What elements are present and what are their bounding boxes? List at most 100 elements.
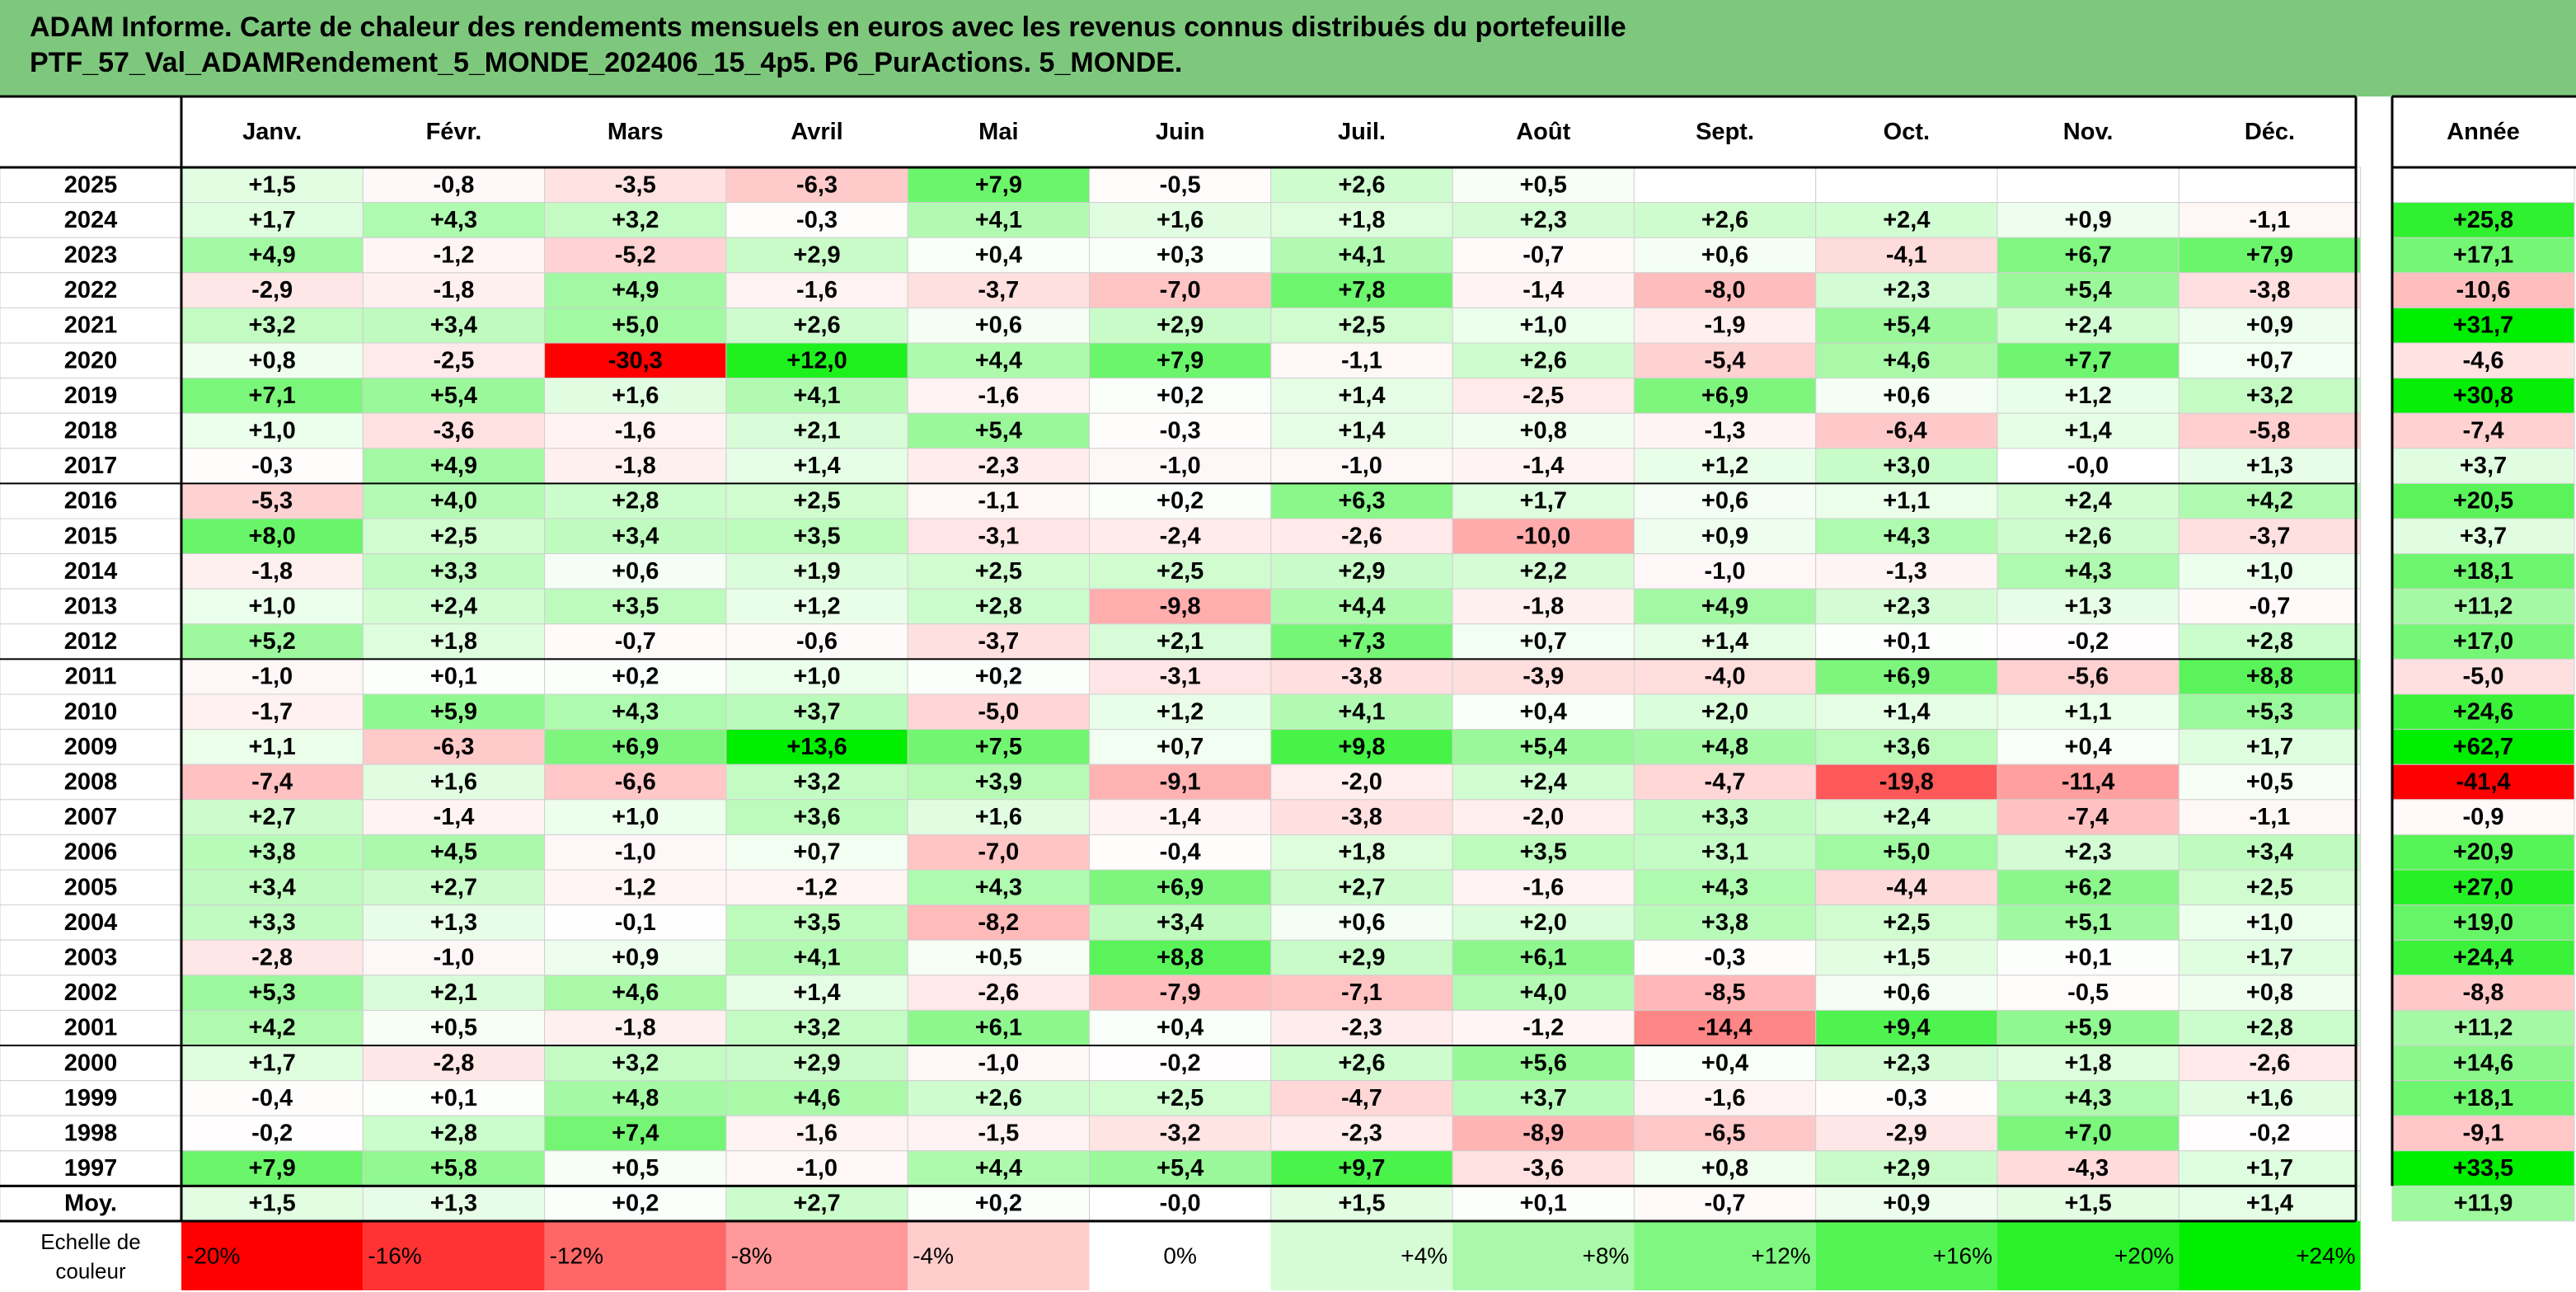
cell-value-2020-7: -1,1 [1341,347,1382,374]
heatmap-cell-2004-3 [544,904,727,941]
heatmap-cell-2024-1 [181,202,364,238]
heatmap-cell-2000-12 [2178,1045,2362,1082]
heatmap-cell-2019-6 [1089,378,1272,414]
cell-value-1998-12: -0,2 [2249,1121,2290,1147]
annual-value-1997: +33,5 [2453,1155,2513,1182]
heatmap-cell-2002-7 [1270,975,1453,1011]
annual-cell-2025 [2391,167,2575,204]
heatmap-cell-1999-7 [1270,1080,1453,1116]
heatmap-cell-2016-4 [725,482,908,519]
annual-cell-2017 [2391,448,2575,484]
cell-value-2022-10: +2,3 [1883,277,1930,303]
annual-value-2024: +25,8 [2453,207,2513,233]
year-cell [0,658,182,695]
heatmap-cell-2016-5 [907,482,1090,519]
cell-value-1998-7: -2,3 [1341,1121,1382,1147]
cell-value-2020-6: +7,9 [1157,347,1204,374]
annual-value-2008: -41,4 [2456,769,2510,796]
heatmap-cell-2023-3 [544,237,727,274]
heatmap-cell-2017-4 [725,448,908,484]
cell-value-2006-6: -0,4 [1160,839,1201,866]
cell-value-2000-9: +0,4 [1701,1050,1748,1076]
cell-value-2016-6: +0,2 [1157,488,1204,514]
cell-value-1997-4: -1,0 [796,1155,838,1182]
year-label-2022: 2022 [64,277,118,303]
cell-value-2019-9: +6,9 [1701,383,1748,409]
scale-label-10: +16% [1933,1243,1992,1269]
heatmap-cell-2004-12 [2178,904,2362,941]
cell-value-2005-3: -1,2 [615,874,656,900]
cell-value-2016-2: +4,0 [430,488,477,514]
cell-value-2008-9: -4,7 [1705,769,1746,796]
scale-swatch-7 [1270,1221,1453,1290]
cell-value-2006-7: +1,8 [1338,839,1385,866]
cell-value-2004-11: +5,1 [2065,909,2112,936]
cell-value-2000-3: +3,2 [612,1050,659,1076]
heatmap-cell-1997-5 [907,1150,1090,1186]
heatmap-cell-2008-4 [725,763,908,801]
cell-value-2016-10: +1,1 [1883,488,1930,514]
scale-label-7: +4% [1401,1243,1448,1269]
cell-value-2011-1: -1,0 [251,664,293,690]
heatmap-cell-2017-2 [362,448,546,484]
year-cell [0,869,182,906]
heatmap-cell-2009-6 [1089,729,1272,765]
cell-value-2010-7: +4,1 [1338,698,1385,725]
heatmap-cell-2006-4 [725,834,908,871]
cell-value-2011-3: +0,2 [612,664,659,690]
cell-value-1997-11: -4,3 [2067,1155,2109,1182]
cell-value-2023-3: -5,2 [615,242,656,269]
cell-value-2022-4: -1,6 [796,277,838,303]
heatmap-cell-2019-8 [1452,378,1635,414]
year-cell [0,904,182,941]
year-label-2019: 2019 [64,383,118,409]
cell-value-2001-2: +0,5 [430,1015,477,1041]
cell-value-2000-8: +5,6 [1520,1050,1567,1076]
heatmap-cell-2007-1 [181,799,364,835]
heatmap-cell-1998-5 [907,1115,1090,1152]
year-cell [0,553,182,590]
year-label-2012: 2012 [64,628,118,655]
cell-value-2016-7: +6,3 [1338,488,1385,514]
cell-value-2016-5: -1,1 [978,488,1019,514]
heatmap-cell-2021-9 [1633,307,1817,344]
heatmap-cell-2012-8 [1452,623,1635,660]
heatmap-cell-2003-8 [1452,939,1635,976]
heatmap-cell-2010-7 [1270,693,1453,731]
cell-value-2009-6: +0,7 [1157,734,1204,760]
cell-value-2005-12: +2,5 [2246,874,2293,900]
scale-swatch-8 [1452,1221,1635,1290]
annual-value-2006: +20,9 [2453,839,2513,866]
cell-value-2012-8: +0,7 [1520,628,1567,655]
cell-value-2013-4: +1,2 [793,594,840,620]
cell-value-2012-6: +2,1 [1157,628,1204,655]
cell-value-2012-7: +7,3 [1338,628,1385,655]
heatmap-cell-1999-9 [1633,1080,1817,1116]
cell-value-2021-10: +5,4 [1883,312,1930,339]
month-header-9: Sept. [1696,119,1754,145]
cell-value-2001-11: +5,9 [2065,1015,2112,1041]
heatmap-cell-2020-11 [1997,342,2180,379]
annual-cell-2019 [2391,378,2575,414]
average-cell-11 [1997,1185,2180,1222]
cell-value-2014-4: +1,9 [793,558,840,585]
cell-value-1998-1: -0,2 [251,1121,293,1147]
cell-value-2018-3: -1,6 [615,418,656,444]
annual-value-2018: -7,4 [2463,418,2504,444]
heatmap-cell-2004-10 [1815,904,1998,941]
scale-label-line-1: Echelle de [40,1229,140,1254]
year-cell [0,588,182,625]
heatmap-cell-2007-3 [544,799,727,835]
scale-label-12: +24% [2296,1243,2355,1269]
cell-value-2000-6: -0,2 [1160,1050,1201,1076]
cell-value-2016-1: -5,3 [251,488,293,514]
cell-value-2017-10: +3,0 [1883,453,1930,479]
cell-value-1999-4: +4,6 [793,1085,840,1111]
heatmap-cell-2013-1 [181,588,364,625]
year-cell [0,342,182,379]
year-cell [0,799,182,835]
heatmap-cell-1998-11 [1997,1115,2180,1152]
year-label-2013: 2013 [64,594,118,620]
year-label-2003: 2003 [64,945,118,971]
cell-value-2021-5: +0,6 [975,312,1022,339]
